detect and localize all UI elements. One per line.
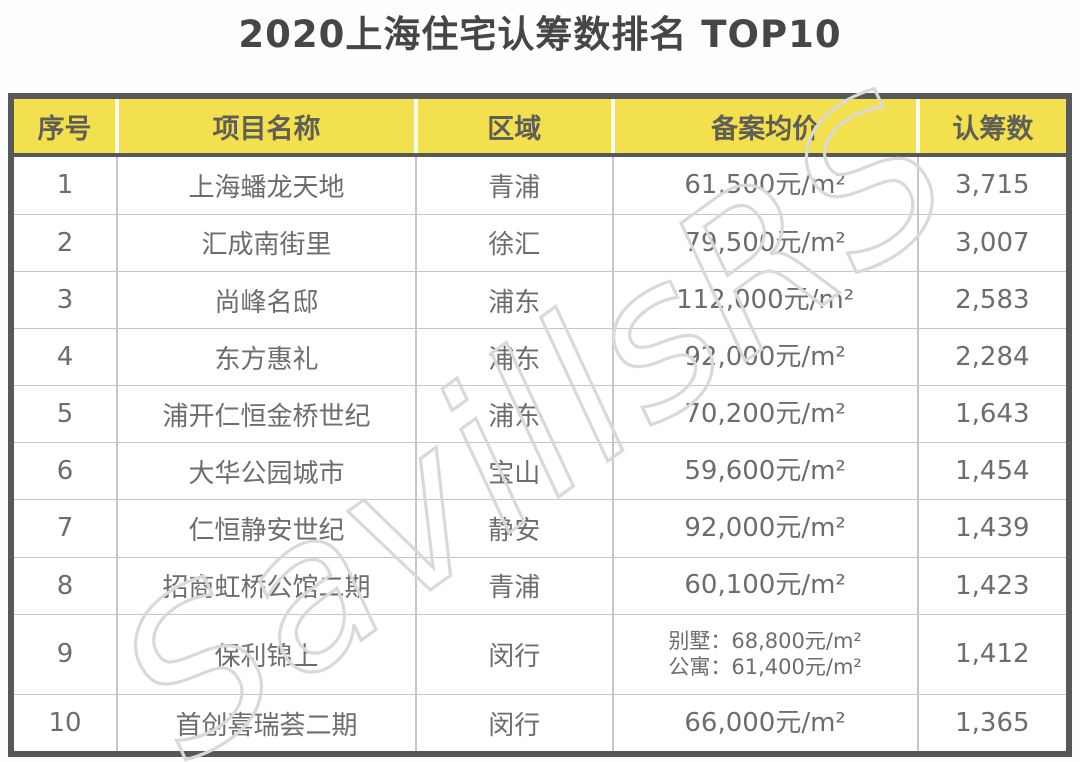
ranking-table-grid: 序号 项目名称 区域 备案均价 认筹数 1 上海蟠龙天地 青浦 61,500元/m² 3,715… <box>14 99 1066 751</box>
cell-subscription-count: 1,423 <box>916 556 1066 615</box>
price-line: 92,000元/m² <box>684 513 846 544</box>
price-line: 66,000元/m² <box>684 707 846 738</box>
column-header-district: 区域 <box>415 99 615 157</box>
cell-price: 79,500元/m² <box>611 213 919 272</box>
cell-project-name: 尚峰名邸 <box>116 270 417 330</box>
table-header-row: 序号 项目名称 区域 备案均价 认筹数 <box>14 99 1066 157</box>
table-row: 7 仁恒静安世纪 静安 92,000元/m² 1,439 <box>14 499 1066 558</box>
cell-district: 静安 <box>414 499 614 558</box>
cell-subscription-count: 1,454 <box>916 442 1066 501</box>
table-row: 8 招商虹桥公馆二期 青浦 60,100元/m² 1,423 <box>14 556 1066 615</box>
cell-project-name: 大华公园城市 <box>116 442 417 501</box>
price-line: 61,500元/m² <box>684 170 846 201</box>
cell-subscription-count: 1,643 <box>916 385 1066 444</box>
table-body: 1 上海蟠龙天地 青浦 61,500元/m² 3,715 2 汇成南街里 徐汇 79,500元/… <box>14 155 1066 751</box>
table-row: 10 首创喜瑞荟二期 闵行 66,000元/m² 1,365 <box>14 694 1066 751</box>
column-header-price: 备案均价 <box>612 99 920 157</box>
cell-price: 92,000元/m² <box>611 328 919 387</box>
cell-district: 青浦 <box>414 556 614 615</box>
cell-rank: 4 <box>14 328 119 387</box>
cell-rank: 9 <box>14 613 119 696</box>
cell-rank: 1 <box>14 155 119 215</box>
cell-price: 92,000元/m² <box>611 499 919 558</box>
cell-district: 徐汇 <box>414 213 614 272</box>
table-row: 3 尚峰名邸 浦东 112,000元/m² 2,583 <box>14 270 1066 330</box>
cell-project-name: 东方惠礼 <box>116 328 417 387</box>
price-line: 60,100元/m² <box>684 570 846 601</box>
price-line: 59,600元/m² <box>684 456 846 487</box>
page-title: 2020上海住宅认筹数排名 TOP10 <box>238 13 842 56</box>
cell-price: 66,000元/m² <box>611 694 919 751</box>
cell-rank: 5 <box>14 385 119 444</box>
cell-subscription-count: 2,583 <box>916 270 1066 330</box>
table-row: 1 上海蟠龙天地 青浦 61,500元/m² 3,715 <box>14 155 1066 215</box>
cell-rank: 7 <box>14 499 119 558</box>
price-line: 别墅：68,800元/m² <box>668 629 862 654</box>
cell-district: 浦东 <box>414 270 614 330</box>
cell-rank: 8 <box>14 556 119 615</box>
cell-rank: 2 <box>14 213 119 272</box>
cell-subscription-count: 1,365 <box>916 694 1066 751</box>
cell-project-name: 保利锦上 <box>116 613 417 696</box>
cell-price: 112,000元/m² <box>611 270 919 330</box>
cell-subscription-count: 1,412 <box>916 613 1066 696</box>
table-row: 9 保利锦上 闵行 别墅：68,800元/m² 公寓：61,400元/m² 1,412 <box>14 613 1066 696</box>
cell-district: 闵行 <box>414 613 614 696</box>
cell-project-name: 首创喜瑞荟二期 <box>116 694 417 751</box>
cell-price: 70,200元/m² <box>611 385 919 444</box>
price-line: 92,000元/m² <box>684 341 846 372</box>
table-row: 6 大华公园城市 宝山 59,600元/m² 1,454 <box>14 442 1066 501</box>
cell-price: 59,600元/m² <box>611 442 919 501</box>
cell-price: 61,500元/m² <box>611 155 919 215</box>
cell-subscription-count: 1,439 <box>916 499 1066 558</box>
cell-rank: 3 <box>14 270 119 330</box>
cell-price: 60,100元/m² <box>611 556 919 615</box>
column-header-count: 认筹数 <box>917 99 1066 157</box>
price-line: 79,500元/m² <box>684 227 846 258</box>
cell-project-name: 招商虹桥公馆二期 <box>116 556 417 615</box>
table-row: 2 汇成南街里 徐汇 79,500元/m² 3,007 <box>14 213 1066 272</box>
column-header-name: 项目名称 <box>117 99 418 157</box>
cell-district: 宝山 <box>414 442 614 501</box>
table-row: 4 东方惠礼 浦东 92,000元/m² 2,284 <box>14 328 1066 387</box>
cell-rank: 10 <box>14 694 119 751</box>
cell-rank: 6 <box>14 442 119 501</box>
cell-price: 别墅：68,800元/m² 公寓：61,400元/m² <box>611 613 919 696</box>
price-line: 公寓：61,400元/m² <box>668 655 862 680</box>
table-row: 5 浦开仁恒金桥世纪 浦东 70,200元/m² 1,643 <box>14 385 1066 444</box>
column-header-rank: 序号 <box>14 99 120 157</box>
ranking-table: 序号 项目名称 区域 备案均价 认筹数 1 上海蟠龙天地 青浦 61,500元/m² 3,715… <box>8 93 1072 757</box>
cell-project-name: 汇成南街里 <box>116 213 417 272</box>
cell-district: 浦东 <box>414 328 614 387</box>
price-line: 112,000元/m² <box>676 284 855 315</box>
cell-project-name: 浦开仁恒金桥世纪 <box>116 385 417 444</box>
cell-subscription-count: 3,007 <box>916 213 1066 272</box>
cell-district: 青浦 <box>414 155 614 215</box>
price-line: 70,200元/m² <box>684 398 846 429</box>
cell-subscription-count: 2,284 <box>916 328 1066 387</box>
cell-district: 闵行 <box>414 694 614 751</box>
cell-subscription-count: 3,715 <box>916 155 1066 215</box>
cell-project-name: 仁恒静安世纪 <box>116 499 417 558</box>
cell-project-name: 上海蟠龙天地 <box>116 155 417 215</box>
cell-district: 浦东 <box>414 385 614 444</box>
